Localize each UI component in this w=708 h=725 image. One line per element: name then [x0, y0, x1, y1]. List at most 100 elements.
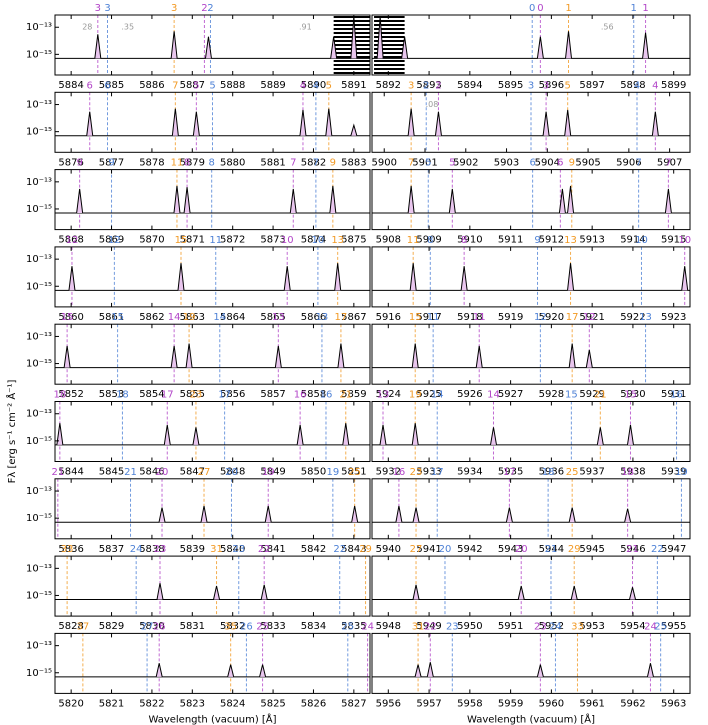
marker-label: 7: [172, 80, 178, 91]
marker-label: 16: [294, 390, 307, 401]
spectral-line: [68, 266, 76, 291]
note: .35: [121, 23, 134, 32]
x-tick-label: 5946: [620, 544, 645, 555]
x-tick-label: 5820: [58, 698, 83, 709]
x-tick-label: 5833: [260, 621, 285, 632]
spectral-line: [489, 427, 497, 446]
x-tick-label: 5878: [139, 157, 164, 168]
marker-label: 9: [330, 158, 336, 169]
marker-label: 13: [331, 235, 344, 246]
x-tick-label: 5857: [260, 389, 285, 400]
x-tick-label: 5904: [535, 157, 560, 168]
spectral-line: [642, 32, 650, 59]
x-tick-label: 5864: [220, 312, 245, 323]
spectral-line: [63, 345, 71, 368]
y-tick-label: 10⁻¹⁵: [26, 204, 52, 215]
marker-label: 21: [626, 544, 639, 555]
marker-label: 25: [654, 621, 667, 632]
x-tick-label: 5916: [376, 312, 401, 323]
x-tick-label: 5821: [99, 698, 124, 709]
marker-label: 16: [320, 390, 333, 401]
x-tick-label: 5823: [180, 698, 205, 709]
x-tick-label: 5897: [579, 80, 604, 91]
x-tick-label: 5956: [376, 698, 401, 709]
marker-label: 20: [225, 467, 238, 478]
x-tick-label: 5952: [539, 621, 564, 632]
marker-label: 7: [408, 158, 414, 169]
x-tick-label: 5942: [457, 544, 482, 555]
marker-label: 25: [566, 467, 579, 478]
panel-frame: [54, 401, 371, 462]
x-tick-label: 5914: [620, 235, 645, 246]
x-tick-label: 5943: [498, 544, 523, 555]
marker-label: 22: [258, 544, 271, 555]
x-tick-label: 5962: [620, 698, 645, 709]
marker-label: 9: [108, 158, 114, 169]
marker-label: 5: [449, 158, 455, 169]
x-tick-label: 5926: [457, 389, 482, 400]
spectral-line: [664, 188, 672, 214]
marker-label: 2: [207, 3, 213, 14]
marker-label: 5: [565, 80, 571, 91]
x-tick-label: 5907: [657, 157, 682, 168]
note: .91: [299, 23, 312, 32]
y-tick-label: 10⁻¹⁵: [26, 359, 52, 370]
x-tick-label: 5883: [341, 157, 366, 168]
marker-label: 7: [313, 158, 319, 169]
spectral-line: [329, 185, 337, 214]
panel-frame: [54, 632, 371, 694]
y-tick-label: 10⁻¹³: [26, 486, 52, 497]
spectral-line: [163, 424, 171, 446]
spectral-line: [542, 111, 550, 136]
x-tick-label: 5842: [301, 544, 326, 555]
marker-label: 12: [108, 235, 121, 246]
y-tick-label: 10⁻¹⁵: [26, 281, 52, 292]
marker-label: 9: [569, 158, 575, 169]
x-tick-label: 5895: [498, 80, 523, 91]
marker-label: 11: [171, 158, 184, 169]
x-tick-label: 5958: [457, 698, 482, 709]
x-tick-label: 5849: [260, 467, 285, 478]
spectral-line: [448, 188, 456, 214]
x-tick-label: 5862: [139, 312, 164, 323]
marker-label: 27: [198, 467, 211, 478]
spectral-line: [213, 585, 221, 600]
x-tick-label: 5865: [260, 312, 285, 323]
x-tick-label: 5898: [620, 80, 645, 91]
spectral-line: [414, 664, 422, 677]
panel-frame: [371, 246, 691, 308]
y-tick-label: 10⁻¹³: [26, 641, 52, 652]
spectral-line: [173, 185, 181, 214]
spectral-line: [407, 108, 415, 136]
spectral-line: [412, 584, 420, 600]
x-tick-label: 5837: [99, 544, 124, 555]
spectral-line: [596, 427, 604, 446]
marker-label: 10: [678, 235, 691, 246]
marker-label: 5: [326, 80, 332, 91]
marker-label: 8: [184, 158, 190, 169]
x-tick-label: 5944: [539, 544, 564, 555]
x-tick-label: 5917: [416, 312, 441, 323]
x-tick-label: 5934: [457, 467, 482, 478]
spectral-line: [401, 36, 409, 59]
marker-label: 11: [427, 312, 440, 323]
marker-label: 17: [218, 390, 231, 401]
x-tick-label: 5845: [99, 467, 124, 478]
panel-frame: [371, 401, 691, 462]
panel-frame: [54, 169, 371, 231]
marker-label: 24: [549, 621, 562, 632]
marker-label: 15: [61, 312, 74, 323]
marker-label: 15: [624, 390, 637, 401]
marker-label: 31: [210, 544, 223, 555]
marker-label: 6: [104, 80, 110, 91]
x-tick-label: 5846: [139, 467, 164, 478]
spectral-line: [460, 266, 468, 291]
x-tick-label: 5935: [498, 467, 523, 478]
marker-label: 6: [529, 158, 535, 169]
x-tick-label: 5847: [180, 467, 205, 478]
marker-label: 29: [568, 544, 581, 555]
marker-label: 37: [76, 621, 89, 632]
x-tick-label: 5954: [620, 621, 645, 632]
marker-label: 13: [564, 235, 577, 246]
x-tick-label: 5901: [412, 157, 437, 168]
